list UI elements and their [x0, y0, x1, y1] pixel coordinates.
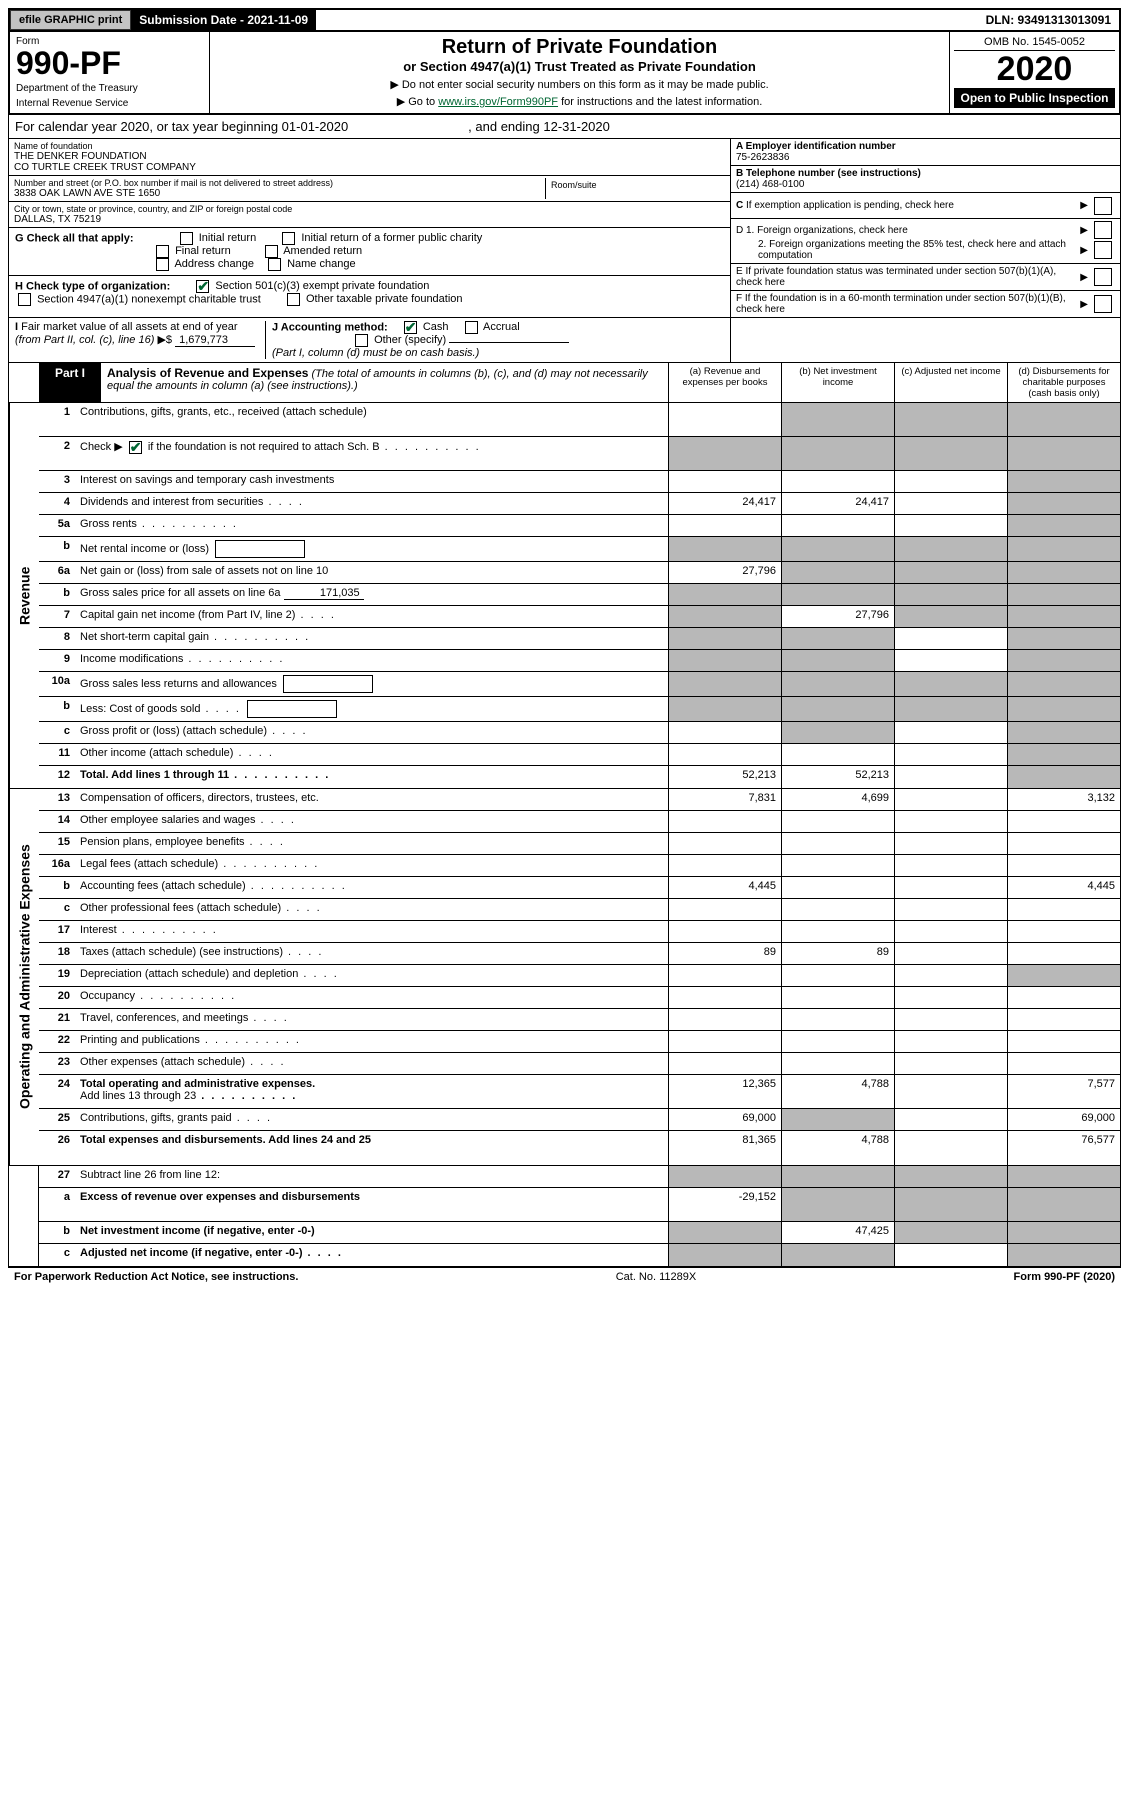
chk-d1[interactable]	[1094, 221, 1112, 239]
col-b-header: (b) Net investment income	[781, 363, 894, 402]
room-suite-label: Room/suite	[551, 180, 720, 190]
part1-label: Part I	[39, 363, 101, 402]
top-bar: efile GRAPHIC print Submission Date - 20…	[8, 8, 1121, 32]
chk-schb[interactable]	[129, 441, 142, 454]
foundation-name-2: CO TURTLE CREEK TRUST COMPANY	[14, 162, 725, 173]
ein-label: A Employer identification number	[736, 141, 1115, 152]
city-value: DALLAS, TX 75219	[14, 214, 725, 225]
revenue-label: Revenue	[9, 403, 39, 788]
section-i-j: I Fair market value of all assets at end…	[8, 318, 1121, 363]
calendar-year-row: For calendar year 2020, or tax year begi…	[8, 115, 1121, 139]
goto-instruction: ▶ Go to www.irs.gov/Form990PF for instru…	[220, 95, 939, 108]
address-value: 3838 OAK LAWN AVE STE 1650	[14, 188, 545, 199]
chk-c[interactable]	[1094, 197, 1112, 215]
chk-cash[interactable]	[404, 321, 417, 334]
col-a-header: (a) Revenue and expenses per books	[668, 363, 781, 402]
form-header: Form 990-PF Department of the Treasury I…	[8, 32, 1121, 115]
chk-f[interactable]	[1094, 295, 1112, 313]
ein-value: 75-2623836	[736, 152, 1115, 163]
d1-label: D 1. Foreign organizations, check here	[736, 225, 1077, 236]
tax-year: 2020	[954, 51, 1115, 88]
chk-address-change[interactable]	[156, 258, 169, 271]
phone-value: (214) 468-0100	[736, 179, 1115, 190]
chk-accrual[interactable]	[465, 321, 478, 334]
section-h: H Check type of organization: Section 50…	[9, 276, 730, 310]
d2-label: 2. Foreign organizations meeting the 85%…	[736, 239, 1077, 261]
f-label: F If the foundation is in a 60-month ter…	[736, 293, 1077, 315]
section-g: G Check all that apply: Initial return I…	[9, 228, 730, 276]
c-label: If exemption application is pending, che…	[746, 200, 954, 211]
year-begin: 01-01-2020	[282, 119, 349, 134]
e-label: E If private foundation status was termi…	[736, 266, 1077, 288]
chk-name-change[interactable]	[268, 258, 281, 271]
form-footer: Form 990-PF (2020)	[1014, 1271, 1116, 1283]
dept-irs: Internal Revenue Service	[16, 98, 203, 109]
fmv-value: 1,679,773	[175, 334, 255, 347]
opex-section: Operating and Administrative Expenses 13…	[8, 789, 1121, 1166]
form-number: 990-PF	[16, 47, 203, 79]
chk-4947a1[interactable]	[18, 293, 31, 306]
form-subtitle: or Section 4947(a)(1) Trust Treated as P…	[220, 59, 939, 74]
chk-initial-return[interactable]	[180, 232, 193, 245]
foundation-name-label: Name of foundation	[14, 141, 725, 151]
omb-number: OMB No. 1545-0052	[954, 36, 1115, 51]
entity-info-grid: Name of foundation THE DENKER FOUNDATION…	[8, 139, 1121, 318]
chk-amended[interactable]	[265, 245, 278, 258]
dln-number: DLN: 93491313013091	[978, 10, 1119, 30]
part1-header-row: Part I Analysis of Revenue and Expenses …	[8, 363, 1121, 403]
chk-initial-former[interactable]	[282, 232, 295, 245]
chk-other-taxable[interactable]	[287, 293, 300, 306]
address-label: Number and street (or P.O. box number if…	[14, 178, 545, 188]
efile-print-button[interactable]: efile GRAPHIC print	[10, 10, 131, 30]
paperwork-notice: For Paperwork Reduction Act Notice, see …	[14, 1271, 298, 1283]
col-c-header: (c) Adjusted net income	[894, 363, 1007, 402]
cat-no: Cat. No. 11289X	[298, 1271, 1013, 1283]
city-label: City or town, state or province, country…	[14, 204, 725, 214]
line27-section: 27Subtract line 26 from line 12: aExcess…	[8, 1166, 1121, 1267]
chk-501c3[interactable]	[196, 280, 209, 293]
chk-e[interactable]	[1094, 268, 1112, 286]
chk-d2[interactable]	[1094, 241, 1112, 259]
col-d-header: (d) Disbursements for charitable purpose…	[1007, 363, 1120, 402]
page-footer: For Paperwork Reduction Act Notice, see …	[8, 1267, 1121, 1286]
j-note: (Part I, column (d) must be on cash basi…	[272, 347, 479, 359]
opex-label: Operating and Administrative Expenses	[9, 789, 39, 1165]
phone-label: B Telephone number (see instructions)	[736, 168, 1115, 179]
open-public-badge: Open to Public Inspection	[954, 88, 1115, 108]
ssn-warning: ▶ Do not enter social security numbers o…	[220, 78, 939, 91]
irs-link[interactable]: www.irs.gov/Form990PF	[438, 96, 558, 108]
foundation-name-1: THE DENKER FOUNDATION	[14, 151, 725, 162]
revenue-section: Revenue 1Contributions, gifts, grants, e…	[8, 403, 1121, 789]
chk-final-return[interactable]	[156, 245, 169, 258]
dept-treasury: Department of the Treasury	[16, 83, 203, 94]
year-end: 12-31-2020	[543, 119, 610, 134]
chk-other-method[interactable]	[355, 334, 368, 347]
form-title: Return of Private Foundation	[220, 36, 939, 59]
submission-date: Submission Date - 2021-11-09	[131, 10, 316, 30]
